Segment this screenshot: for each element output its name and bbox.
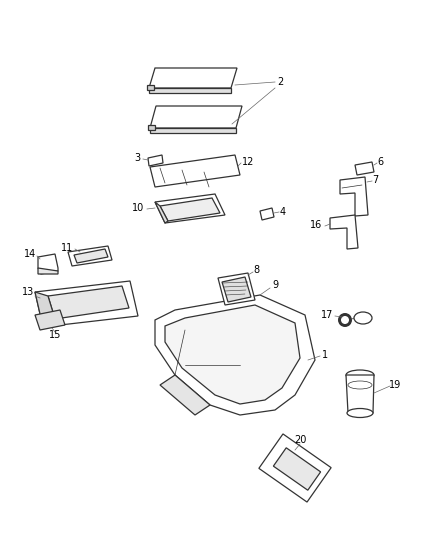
- Polygon shape: [273, 448, 321, 490]
- Polygon shape: [38, 268, 58, 274]
- Polygon shape: [68, 246, 112, 266]
- Text: 15: 15: [49, 330, 61, 340]
- Text: 17: 17: [321, 310, 333, 320]
- Polygon shape: [38, 254, 58, 274]
- Text: 13: 13: [22, 287, 34, 297]
- Text: 2: 2: [277, 77, 283, 87]
- Text: 4: 4: [280, 207, 286, 217]
- Circle shape: [341, 316, 349, 324]
- Polygon shape: [330, 215, 358, 249]
- Text: 19: 19: [389, 380, 401, 390]
- Text: 14: 14: [24, 249, 36, 259]
- Polygon shape: [150, 128, 236, 133]
- Text: 8: 8: [253, 265, 259, 275]
- Polygon shape: [35, 292, 55, 327]
- Text: 10: 10: [132, 203, 144, 213]
- Ellipse shape: [347, 408, 373, 417]
- Text: 12: 12: [242, 157, 254, 167]
- Polygon shape: [147, 85, 154, 90]
- Text: 3: 3: [134, 153, 140, 163]
- Polygon shape: [222, 277, 251, 302]
- Ellipse shape: [346, 370, 374, 380]
- Polygon shape: [355, 162, 374, 175]
- Polygon shape: [259, 434, 331, 502]
- Polygon shape: [148, 125, 155, 130]
- Polygon shape: [346, 375, 374, 413]
- Text: 1: 1: [322, 350, 328, 360]
- Polygon shape: [48, 286, 129, 319]
- Polygon shape: [155, 295, 315, 415]
- Polygon shape: [35, 310, 65, 330]
- Text: 6: 6: [377, 157, 383, 167]
- Polygon shape: [148, 155, 163, 166]
- Polygon shape: [340, 177, 368, 216]
- Text: 20: 20: [294, 435, 306, 445]
- Polygon shape: [149, 88, 231, 93]
- Text: 9: 9: [272, 280, 278, 290]
- Polygon shape: [150, 106, 242, 128]
- Polygon shape: [155, 194, 225, 223]
- Polygon shape: [218, 273, 255, 305]
- Circle shape: [338, 313, 352, 327]
- Polygon shape: [160, 198, 220, 221]
- Polygon shape: [165, 305, 300, 404]
- Text: 11: 11: [61, 243, 73, 253]
- Polygon shape: [150, 155, 240, 187]
- Polygon shape: [149, 68, 237, 88]
- Polygon shape: [155, 202, 168, 223]
- Ellipse shape: [354, 312, 372, 324]
- Polygon shape: [160, 375, 210, 415]
- Polygon shape: [35, 281, 138, 327]
- Text: 7: 7: [372, 175, 378, 185]
- Text: 16: 16: [310, 220, 322, 230]
- Polygon shape: [74, 249, 108, 263]
- Polygon shape: [260, 208, 274, 220]
